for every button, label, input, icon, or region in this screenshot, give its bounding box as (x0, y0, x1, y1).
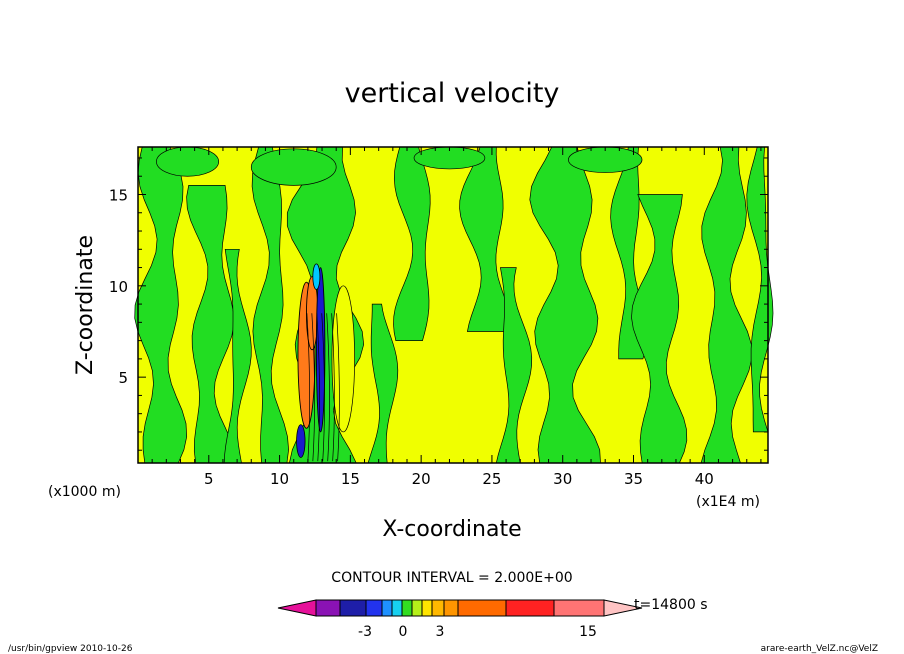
contour-interval-label: CONTOUR INTERVAL = 2.000E+00 (331, 570, 572, 586)
colorbar-swatch (431, 599, 445, 617)
x-unit-right: (x1E4 m) (696, 494, 760, 510)
x-tick-label: 20 (412, 470, 431, 488)
chart-title: vertical velocity (345, 78, 560, 109)
y-tick-label: 10 (109, 278, 128, 296)
contour-patch-positive (331, 285, 355, 433)
downdraft-core (315, 267, 326, 433)
x-tick-label: 15 (341, 470, 360, 488)
colorbar: -3 0 3 15 (277, 599, 643, 640)
y-tick-label: 5 (118, 369, 128, 387)
colorbar-swatch (339, 599, 367, 617)
colorbar-arrow-min (277, 599, 317, 617)
x-unit-left: (x1000 m) (48, 484, 121, 500)
contour-band-negative (631, 194, 688, 464)
colorbar-swatch (505, 599, 555, 617)
contour-line (321, 313, 325, 462)
downdraft-core-lower (296, 424, 306, 458)
contour-band-negative (223, 248, 252, 464)
colorbar-swatch (553, 599, 605, 617)
colorbar-tick-label: 0 (399, 624, 408, 640)
colorbar-tick-label: -3 (358, 624, 372, 640)
colorbar-swatch (411, 599, 423, 617)
contour-line (336, 313, 340, 462)
x-tick-label: 40 (695, 470, 714, 488)
colorbar-tick-label: 3 (436, 624, 445, 640)
y-tick-label: 15 (109, 186, 128, 204)
contour-band-negative (186, 185, 236, 464)
plot-area (134, 146, 774, 464)
contour-line (306, 313, 311, 462)
x-tick-label: 10 (270, 470, 289, 488)
contour-line (326, 313, 330, 462)
contour-field (134, 146, 774, 464)
contour-patch-negative (156, 146, 220, 177)
downdraft-core-top (312, 263, 321, 290)
footer-left: /usr/bin/gpview 2010-10-26 (8, 644, 133, 654)
contour-line (331, 313, 335, 462)
x-tick-label: 25 (482, 470, 501, 488)
contour-line (311, 313, 315, 462)
colorbar-swatch (365, 599, 383, 617)
contour-band-negative (495, 267, 533, 464)
contour-line (316, 313, 320, 462)
colorbar-swatch (315, 599, 341, 617)
colorbar-swatch (443, 599, 459, 617)
x-tick-label: 35 (624, 470, 643, 488)
footer-right: arare-earth_VelZ.nc@VelZ (761, 644, 878, 654)
contour-patch-negative (250, 148, 337, 186)
colorbar-swatch (381, 599, 393, 617)
colorbar-swatch (401, 599, 413, 617)
plot-frame (137, 146, 769, 464)
colorbar-swatch (391, 599, 403, 617)
axes: 5 10 15 20 25 30 35 40 5 10 15 (109, 147, 768, 488)
time-label: t=14800 s (634, 597, 708, 613)
x-axis-label: X-coordinate (382, 517, 521, 542)
x-tick-label: 5 (204, 470, 214, 488)
x-tick-label: 30 (553, 470, 572, 488)
y-axis-label: Z-coordinate (73, 235, 98, 375)
contour-band-negative (367, 303, 399, 464)
colorbar-arrow-max (603, 599, 643, 617)
colorbar-tick-label: 15 (579, 624, 597, 640)
colorbar-swatch (457, 599, 507, 617)
colorbar-swatch (421, 599, 433, 617)
